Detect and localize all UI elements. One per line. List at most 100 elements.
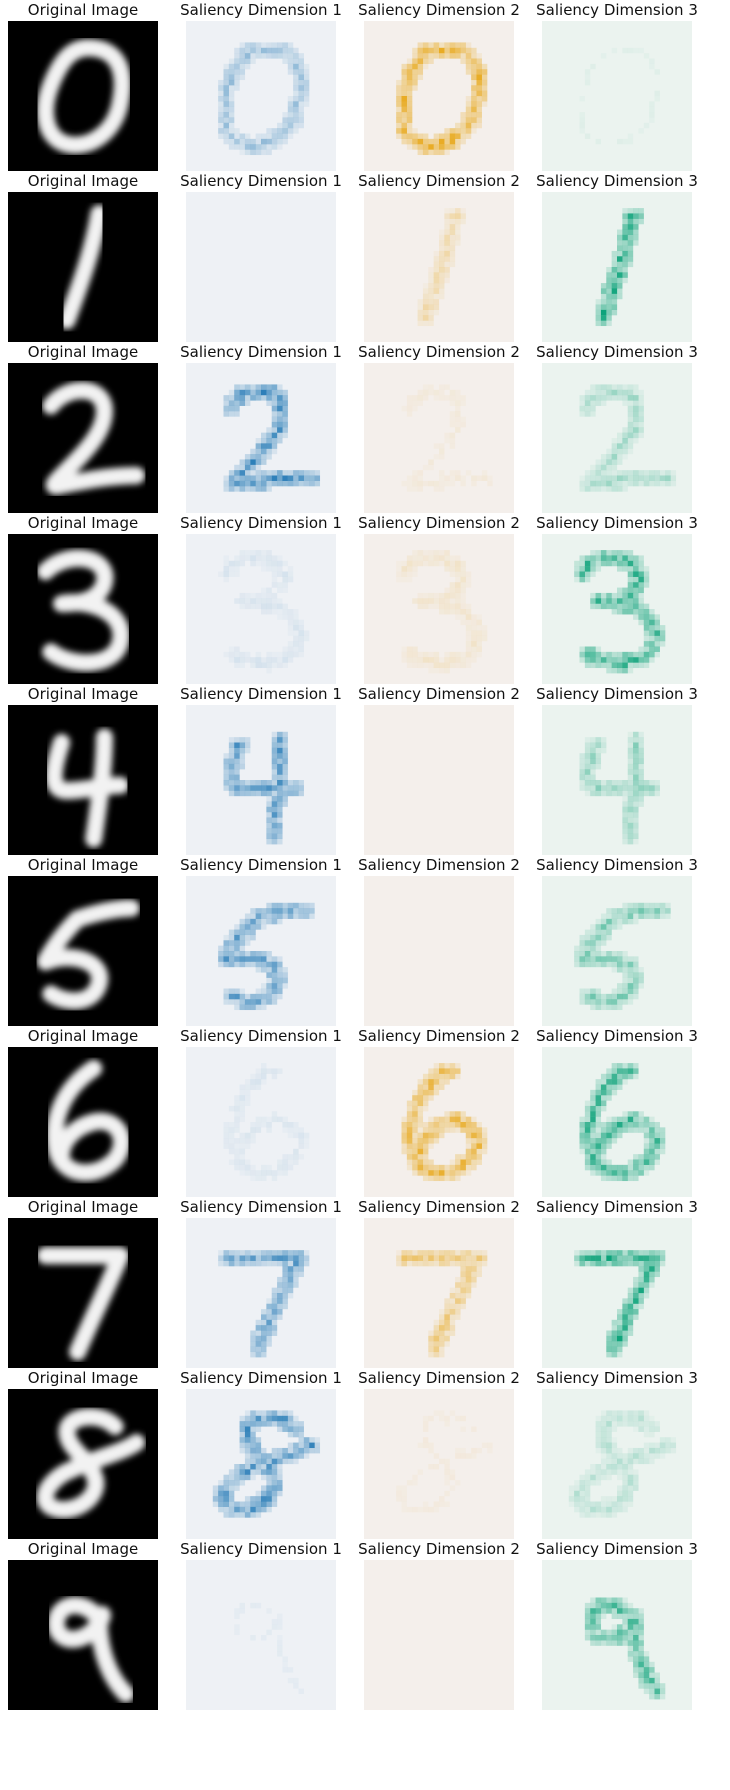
saliency-dim1-panel-1: Saliency Dimension 1 — [180, 171, 342, 342]
panel-title: Saliency Dimension 3 — [536, 1027, 698, 1045]
saliency-pixels — [218, 902, 315, 1011]
saliency-dim1-panel-8: Saliency Dimension 1 — [180, 1368, 342, 1539]
digit-1-stroke — [58, 204, 108, 330]
saliency-background — [542, 21, 692, 171]
saliency-map — [186, 1389, 336, 1539]
panel-title: Saliency Dimension 3 — [536, 1, 698, 19]
saliency-background — [364, 1389, 514, 1539]
panel-title: Saliency Dimension 3 — [536, 1369, 698, 1387]
saliency-pixels — [595, 208, 644, 327]
digit-3-stroke — [36, 549, 130, 672]
panel-title: Saliency Dimension 2 — [358, 1369, 520, 1387]
saliency-background — [186, 534, 336, 684]
saliency-background — [364, 534, 514, 684]
panel-title: Saliency Dimension 3 — [536, 1198, 698, 1216]
saliency-background — [186, 192, 336, 342]
panel-title: Saliency Dimension 1 — [180, 1027, 342, 1045]
saliency-pixels — [396, 1250, 488, 1358]
panel-title: Original Image — [27, 514, 139, 532]
original-image-panel-2: Original Image — [8, 342, 158, 513]
original-image-panel-1: Original Image — [8, 171, 158, 342]
digit-9-stroke — [47, 1596, 135, 1703]
panel-title: Saliency Dimension 2 — [358, 685, 520, 703]
saliency-background — [364, 1560, 514, 1710]
saliency-dim2-panel-6: Saliency Dimension 2 — [358, 1026, 520, 1197]
digit-image — [8, 876, 158, 1026]
saliency-background — [364, 363, 514, 513]
saliency-background — [364, 876, 514, 1026]
saliency-background — [542, 363, 692, 513]
digit-image — [8, 363, 158, 513]
saliency-dim1-panel-2: Saliency Dimension 1 — [180, 342, 342, 513]
saliency-pixels — [223, 1063, 310, 1182]
saliency-map — [542, 705, 692, 855]
digit-2-stroke — [42, 381, 146, 495]
original-image-panel-8: Original Image — [8, 1368, 158, 1539]
panel-title: Original Image — [27, 1027, 139, 1045]
digit-image — [8, 1047, 158, 1197]
saliency-dim3-panel-3: Saliency Dimension 3 — [536, 513, 698, 684]
saliency-pixels — [574, 902, 671, 1011]
saliency-map — [186, 192, 336, 342]
panel-title: Saliency Dimension 1 — [180, 172, 342, 190]
saliency-pixels — [234, 1602, 304, 1695]
saliency-map — [542, 1047, 692, 1197]
saliency-map — [542, 21, 692, 171]
saliency-dim2-panel-5: Saliency Dimension 2 — [358, 855, 520, 1026]
saliency-pixels — [568, 1410, 677, 1518]
saliency-dim2-panel-9: Saliency Dimension 2 — [358, 1539, 520, 1710]
saliency-pixels — [406, 384, 493, 492]
saliency-map — [364, 21, 514, 171]
saliency-dim3-panel-0: Saliency Dimension 3 — [536, 0, 698, 171]
digit-image — [8, 534, 158, 684]
saliency-background — [186, 705, 336, 855]
original-image-panel-5: Original Image — [8, 855, 158, 1026]
digit-image — [8, 705, 158, 855]
original-image-panel-9: Original Image — [8, 1539, 158, 1710]
digit-6-stroke — [46, 1059, 131, 1182]
original-image-panel-7: Original Image — [8, 1197, 158, 1368]
saliency-dim3-panel-8: Saliency Dimension 3 — [536, 1368, 698, 1539]
saliency-pixels — [218, 42, 310, 156]
panel-title: Saliency Dimension 2 — [358, 343, 520, 361]
saliency-map — [186, 1560, 336, 1710]
panel-title: Saliency Dimension 2 — [358, 1540, 520, 1558]
saliency-map — [542, 1389, 692, 1539]
panel-title: Saliency Dimension 3 — [536, 514, 698, 532]
saliency-map — [364, 1047, 514, 1197]
saliency-pixels — [574, 1250, 666, 1358]
saliency-map — [542, 1218, 692, 1368]
saliency-pixels — [396, 550, 488, 674]
saliency-pixels — [223, 550, 310, 669]
saliency-map — [364, 192, 514, 342]
original-image-panel-6: Original Image — [8, 1026, 158, 1197]
saliency-pixels — [212, 1410, 321, 1518]
saliency-pixels — [396, 1415, 493, 1513]
panel-title: Saliency Dimension 2 — [358, 172, 520, 190]
digit-7-stroke — [36, 1246, 130, 1361]
saliency-dim3-panel-9: Saliency Dimension 3 — [536, 1539, 698, 1710]
saliency-background — [186, 1560, 336, 1710]
panel-title: Original Image — [27, 685, 139, 703]
saliency-dim1-panel-7: Saliency Dimension 1 — [180, 1197, 342, 1368]
saliency-dim3-panel-5: Saliency Dimension 3 — [536, 855, 698, 1026]
panel-title: Saliency Dimension 1 — [180, 514, 342, 532]
original-image-panel-3: Original Image — [8, 513, 158, 684]
digit-image — [8, 21, 158, 171]
digit-0-stroke — [36, 39, 131, 154]
digit-8-stroke — [36, 1408, 146, 1519]
panel-title: Saliency Dimension 1 — [180, 1540, 342, 1558]
saliency-map — [542, 192, 692, 342]
panel-title: Saliency Dimension 2 — [358, 514, 520, 532]
digit-image — [8, 192, 158, 342]
panel-title: Saliency Dimension 3 — [536, 172, 698, 190]
saliency-map — [186, 21, 336, 171]
saliency-map — [542, 534, 692, 684]
saliency-map — [364, 534, 514, 684]
saliency-dim1-panel-0: Saliency Dimension 1 — [180, 0, 342, 171]
saliency-map — [542, 876, 692, 1026]
saliency-map — [364, 1560, 514, 1710]
saliency-dim3-panel-2: Saliency Dimension 3 — [536, 342, 698, 513]
saliency-map — [186, 534, 336, 684]
